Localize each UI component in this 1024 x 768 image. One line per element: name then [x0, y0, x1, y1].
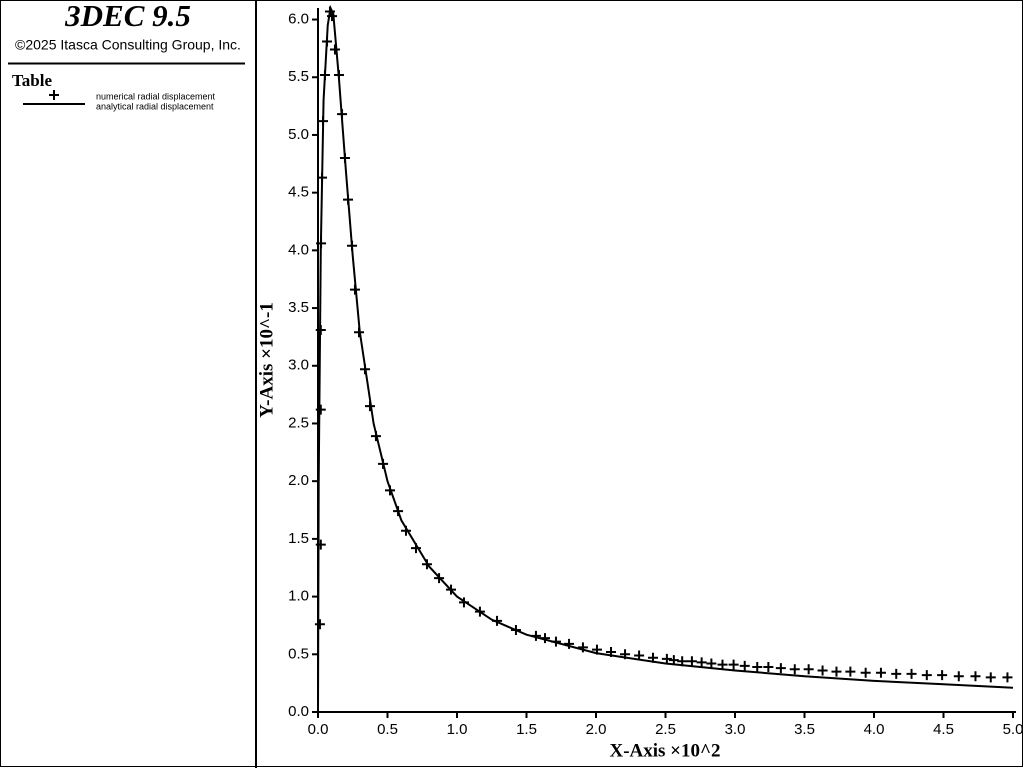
y-tick-label: 4.5: [288, 184, 309, 201]
data-point: [314, 619, 325, 630]
x-tick-label: 0.0: [308, 721, 329, 738]
x-tick-label: 1.5: [516, 721, 537, 738]
data-point: [860, 667, 871, 678]
data-point: [775, 663, 786, 674]
x-tick-label: 0.5: [377, 721, 398, 738]
legend-label: analytical radial displacement: [96, 101, 214, 111]
data-point: [891, 668, 902, 679]
data-point: [817, 665, 828, 676]
y-tick-label: 6.0: [288, 11, 309, 28]
data-point: [728, 659, 739, 670]
data-point: [906, 668, 917, 679]
y-tick-label: 3.5: [288, 299, 309, 316]
data-point: [1002, 672, 1013, 683]
y-tick-label: 1.5: [288, 530, 309, 547]
data-point: [953, 671, 964, 682]
data-point: [315, 404, 326, 415]
x-tick-label: 2.5: [655, 721, 676, 738]
data-point: [706, 658, 717, 669]
legend-marker: [49, 90, 59, 100]
data-point: [661, 653, 672, 664]
chart-subtitle: ©2025 Itasca Consulting Group, Inc.: [15, 37, 241, 53]
data-point: [315, 539, 326, 550]
data-point: [875, 667, 886, 678]
data-point: [937, 670, 948, 681]
data-point: [717, 659, 728, 670]
data-point: [985, 672, 996, 683]
legend-label: numerical radial displacement: [96, 91, 216, 101]
data-point: [329, 44, 340, 55]
x-tick-label: 4.5: [933, 721, 954, 738]
data-point: [970, 671, 981, 682]
legend-title: Table: [12, 71, 52, 90]
x-tick-label: 1.0: [447, 721, 468, 738]
data-point: [686, 656, 697, 667]
data-point: [739, 660, 750, 671]
x-tick-label: 3.0: [725, 721, 746, 738]
x-axis-title: X-Axis ×10^2: [609, 740, 720, 761]
data-point: [845, 666, 856, 677]
y-axis-title: Y-Axis ×10^-1: [256, 302, 277, 418]
x-tick-label: 4.0: [864, 721, 885, 738]
data-point: [696, 657, 707, 668]
data-point: [564, 638, 575, 649]
x-tick-label: 3.5: [794, 721, 815, 738]
y-tick-label: 2.5: [288, 414, 309, 431]
x-tick-label: 5.0: [1003, 721, 1024, 738]
data-point: [789, 664, 800, 675]
chart-title: 3DEC 9.5: [64, 0, 191, 33]
y-tick-label: 5.0: [288, 126, 309, 143]
y-tick-label: 0.0: [288, 703, 309, 720]
x-tick-label: 2.0: [586, 721, 607, 738]
y-tick-label: 3.0: [288, 357, 309, 374]
data-point: [921, 670, 932, 681]
y-tick-label: 1.0: [288, 588, 309, 605]
y-tick-label: 4.0: [288, 241, 309, 258]
data-point: [803, 664, 814, 675]
data-point: [763, 661, 774, 672]
data-point: [752, 661, 763, 672]
data-point: [831, 666, 842, 677]
y-tick-label: 0.5: [288, 645, 309, 662]
data-line: [317, 4, 1014, 713]
y-tick-label: 2.0: [288, 472, 309, 489]
y-tick-label: 5.5: [288, 68, 309, 85]
